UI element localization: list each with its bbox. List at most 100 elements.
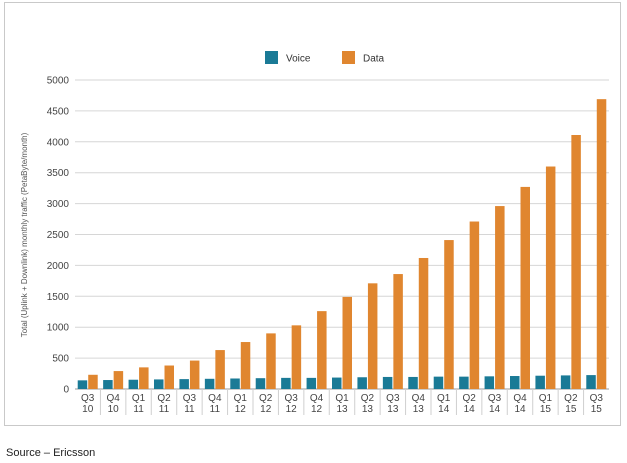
x-tick-label-quarter: Q4 — [310, 393, 324, 404]
bar-data — [520, 186, 530, 389]
y-tick-label: 3500 — [47, 168, 70, 179]
bar-data — [240, 342, 251, 389]
x-tick-label-quarter: Q2 — [157, 393, 171, 404]
x-tick-label-quarter: Q1 — [234, 393, 248, 404]
x-tick-label-quarter: Q4 — [106, 393, 120, 404]
bar-voice — [510, 376, 520, 389]
x-tick-label-year: 10 — [82, 404, 94, 415]
legend-voice-swatch — [265, 51, 278, 64]
x-tick-label-year: 12 — [286, 404, 298, 415]
x-tick-label-year: 12 — [311, 404, 323, 415]
legend: Voice Data — [265, 51, 385, 65]
y-tick-label: 1000 — [47, 323, 70, 334]
x-tick-label-quarter: Q3 — [81, 393, 95, 404]
x-tick-label-quarter: Q3 — [386, 393, 400, 404]
x-tick-label-year: 15 — [591, 404, 603, 415]
x-tick-label-year: 12 — [260, 404, 272, 415]
bar-data — [393, 274, 403, 389]
x-tick-label-quarter: Q3 — [488, 393, 502, 404]
bar-voice — [357, 377, 367, 389]
x-tick-label-quarter: Q2 — [361, 393, 375, 404]
x-tick-label-year: 13 — [336, 404, 348, 415]
x-tick-label-year: 12 — [235, 404, 247, 415]
y-tick-label: 4500 — [47, 106, 70, 117]
x-tick-label-year: 11 — [184, 404, 195, 415]
bar-voice — [255, 378, 266, 389]
bar-data — [266, 333, 276, 389]
x-tick-label-year: 15 — [540, 404, 552, 415]
x-tick-label-quarter: Q3 — [183, 393, 197, 404]
x-tick-label-quarter: Q1 — [539, 393, 553, 404]
y-tick-label: 0 — [63, 385, 69, 396]
y-tick-label: 1500 — [47, 292, 70, 303]
y-tick-label: 3000 — [47, 199, 70, 210]
bar-data — [164, 365, 174, 389]
x-tick-label-year: 14 — [438, 404, 450, 415]
x-tick-label-year: 13 — [362, 404, 374, 415]
x-tick-label-year: 14 — [464, 404, 476, 415]
bar-voice — [382, 376, 393, 389]
x-tick-label-year: 10 — [108, 404, 120, 415]
bar-data — [367, 283, 378, 389]
x-tick-label-year: 11 — [133, 404, 144, 415]
x-tick-label-year: 13 — [413, 404, 425, 415]
x-tick-label-quarter: Q3 — [284, 393, 298, 404]
bar-voice — [408, 376, 418, 389]
bar-data — [88, 374, 98, 389]
y-tick-label: 2500 — [47, 230, 70, 241]
bar-data — [113, 371, 124, 389]
bar-voice — [332, 377, 342, 389]
bar-voice — [306, 377, 317, 389]
x-tick-label-year: 11 — [159, 404, 170, 415]
axes: 0 500 1000 1500 2000 2500 3000 3500 4000 4500 5000… — [47, 76, 604, 415]
grid-lines — [75, 79, 609, 390]
bar-data — [291, 325, 302, 389]
source-note: Source – Ericsson — [6, 447, 96, 459]
bar-voice — [484, 376, 495, 389]
y-tick-label: 4000 — [47, 137, 70, 148]
bar-voice — [103, 380, 113, 389]
bar-data — [317, 311, 327, 389]
bar-data — [495, 206, 505, 389]
x-tick-label-year: 11 — [210, 404, 221, 415]
bar-data — [571, 135, 581, 389]
bar-voice — [77, 380, 88, 389]
bar-voice — [281, 377, 291, 389]
x-tick-label-quarter: Q1 — [132, 393, 146, 404]
bar-voice — [586, 375, 596, 389]
x-tick-label-quarter: Q2 — [564, 393, 578, 404]
bar-data — [444, 240, 454, 389]
bars — [77, 99, 607, 390]
bar-voice — [433, 376, 444, 389]
bar-voice — [230, 378, 240, 389]
x-tick-label-quarter: Q2 — [259, 393, 273, 404]
x-tick-label-year: 13 — [387, 404, 399, 415]
x-tick-label-quarter: Q4 — [513, 393, 527, 404]
bar-voice — [128, 379, 139, 389]
traffic-bar-chart: 0 500 1000 1500 2000 2500 3000 3500 4000 4500 5000… — [20, 51, 609, 415]
bar-voice — [459, 376, 469, 389]
x-tick-label-year: 14 — [514, 404, 526, 415]
legend-voice-label: Voice — [286, 54, 311, 65]
bar-data — [342, 296, 352, 389]
x-tick-label-quarter: Q1 — [437, 393, 451, 404]
x-tick-label-year: 15 — [565, 404, 577, 415]
y-tick-label: 5000 — [47, 76, 70, 87]
bar-data — [469, 221, 480, 389]
bar-voice — [204, 378, 215, 389]
bar-data — [139, 367, 149, 389]
x-tick-label-quarter: Q2 — [462, 393, 476, 404]
y-tick-label: 2000 — [47, 261, 70, 272]
legend-data-swatch — [342, 51, 355, 64]
y-axis-title: Total (Uplink + Downlink) monthly traffi… — [20, 132, 29, 337]
bar-data — [596, 99, 607, 390]
bar-data — [545, 166, 556, 389]
bar-data — [189, 360, 200, 389]
x-tick-label-quarter: Q3 — [590, 393, 604, 404]
x-tick-label-quarter: Q1 — [335, 393, 349, 404]
x-tick-label-quarter: Q4 — [208, 393, 222, 404]
bar-voice — [560, 375, 571, 389]
chart-frame: 0 500 1000 1500 2000 2500 3000 3500 4000 4500 5000… — [4, 2, 621, 426]
bar-data — [418, 257, 429, 389]
x-tick-label-year: 14 — [489, 404, 501, 415]
